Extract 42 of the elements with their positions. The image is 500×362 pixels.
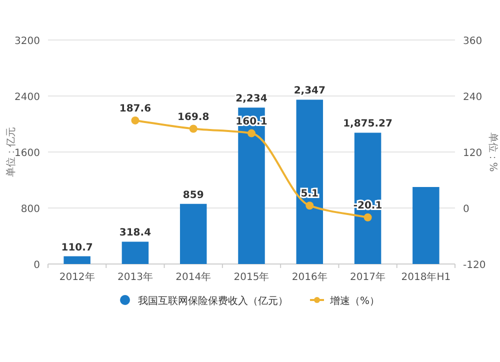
x-tick-label: 2018年H1 <box>401 271 451 283</box>
x-tick-label: 2012年 <box>59 271 95 283</box>
point <box>306 202 314 210</box>
data-label: 2,234 <box>236 94 268 105</box>
y2-tick-label: 120 <box>463 148 482 159</box>
y2-tick-label: 240 <box>463 92 482 103</box>
y-tick-label: 800 <box>20 204 40 215</box>
point <box>131 116 140 124</box>
point <box>248 129 256 138</box>
bar <box>180 204 207 264</box>
x-tick-label: 2017年 <box>350 271 386 283</box>
x-tick-label: 2016年 <box>292 271 328 283</box>
y2-tick-label: 360 <box>463 36 482 47</box>
legend-label: 我国互联网保险保费收入（亿元） <box>138 295 288 307</box>
bar <box>238 108 265 264</box>
data-label: 110.7 <box>61 242 93 254</box>
point <box>189 124 198 133</box>
bar <box>412 187 440 264</box>
data-label: 187.6 <box>119 103 152 114</box>
point <box>364 213 372 222</box>
y-axis-title: 单位：亿元 <box>5 127 17 177</box>
y-tick-label: 2400 <box>14 92 40 103</box>
data-label: 859 <box>182 190 204 201</box>
data-label: 318.4 <box>119 228 152 239</box>
y-tick-label: 0 <box>34 260 40 271</box>
y-tick-label: 1600 <box>14 148 40 159</box>
legend-label: 增速（%） <box>329 295 380 307</box>
data-label: 5.1 <box>300 188 319 200</box>
bar <box>64 256 90 264</box>
x-tick-label: 2013年 <box>117 271 153 283</box>
y2-tick-label: 0 <box>463 204 470 215</box>
x-tick-label: 2015年 <box>234 271 270 283</box>
y2-tick-label: -120 <box>463 260 486 271</box>
y2-axis-title: 单位：% <box>487 132 499 172</box>
y-tick-label: 3200 <box>14 36 40 47</box>
data-label: 2,347 <box>294 86 326 97</box>
data-label: 169.8 <box>178 112 210 123</box>
x-tick-label: 2014年 <box>176 271 212 283</box>
bar <box>122 242 149 264</box>
bar <box>354 132 382 264</box>
data-label: 1,875.27 <box>343 118 392 130</box>
bar <box>296 100 324 264</box>
